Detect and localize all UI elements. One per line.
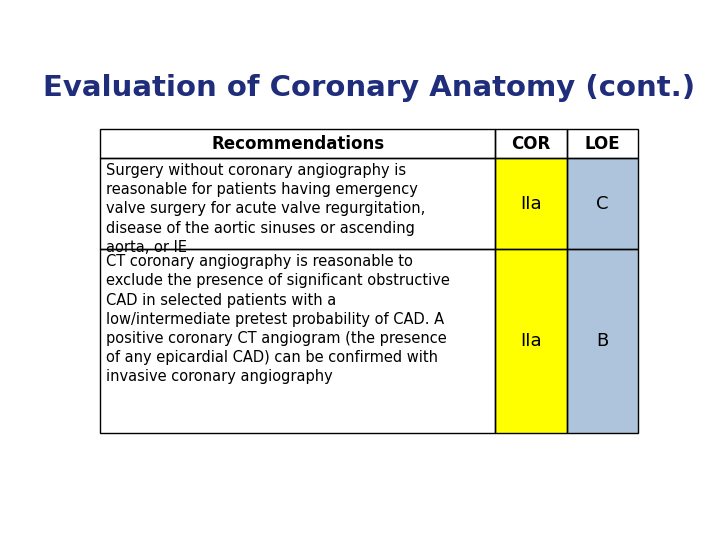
Bar [100,158,495,249]
Bar [100,158,495,249]
Bar [100,249,495,433]
Text: Evaluation of Coronary Anatomy (cont.): Evaluation of Coronary Anatomy (cont.) [43,73,695,102]
Bar [567,158,638,249]
Bar [495,158,567,249]
Text: IIa: IIa [521,332,542,350]
Text: COR: COR [511,134,551,153]
Bar [495,158,567,249]
Text: IIa: IIa [521,194,542,213]
Bar [495,249,567,433]
Bar [567,249,638,433]
Text: C: C [596,194,608,213]
Bar [567,129,638,158]
Bar [100,249,495,433]
Bar [567,129,638,158]
Bar [495,129,567,158]
Text: B: B [596,332,608,350]
Text: Surgery without coronary angiography is
reasonable for patients having emergency: Surgery without coronary angiography is … [106,163,425,255]
Bar [495,249,567,433]
Bar [495,129,567,158]
Bar [567,249,638,433]
Text: Recommendations: Recommendations [211,134,384,153]
Bar [100,129,495,158]
Text: CT coronary angiography is reasonable to
exclude the presence of significant obs: CT coronary angiography is reasonable to… [106,254,449,384]
Bar [567,158,638,249]
Text: LOE: LOE [585,134,620,153]
Bar [100,129,495,158]
